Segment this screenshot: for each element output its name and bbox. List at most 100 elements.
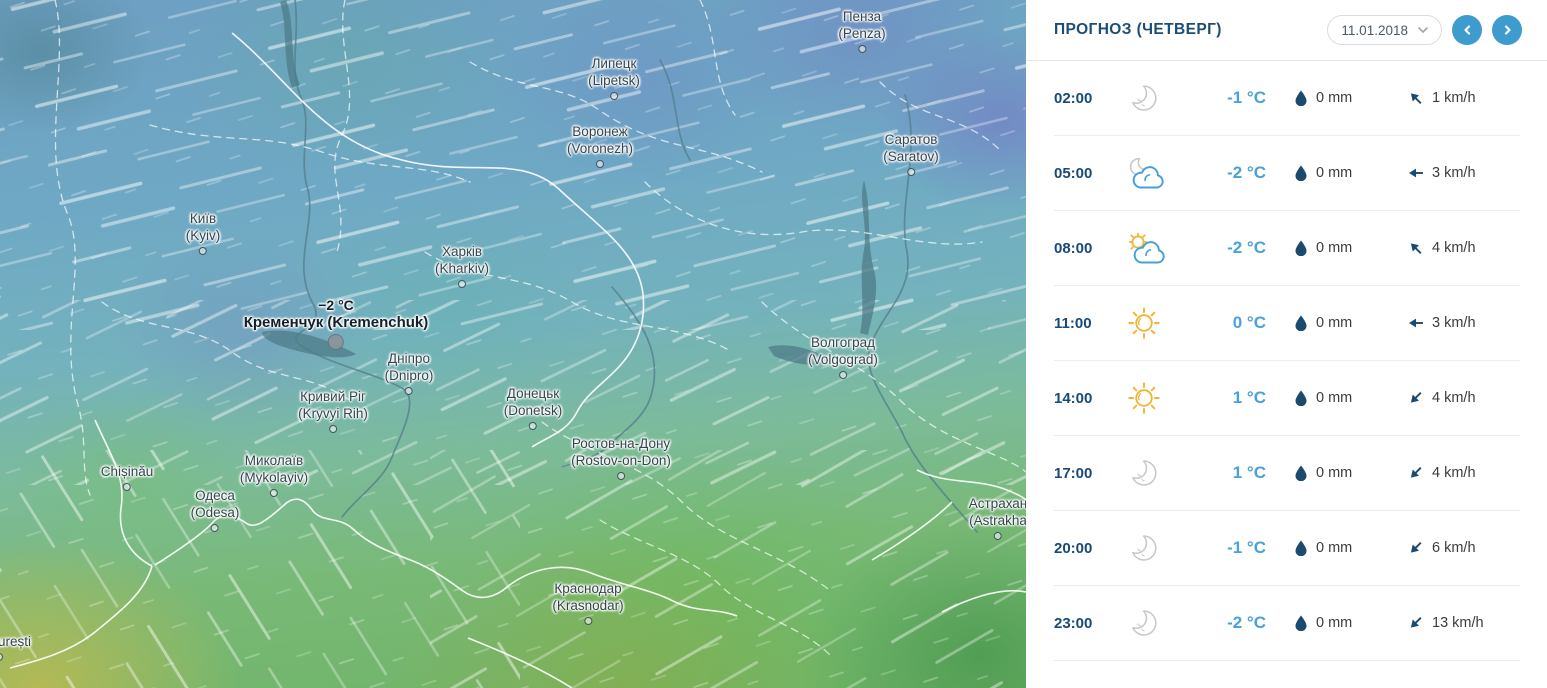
city-label-rostov[interactable]: Ростов-на-Дону (Rostov-on-Don) <box>571 435 671 480</box>
droplet-icon <box>1295 90 1307 106</box>
time-label: 05:00 <box>1054 164 1093 182</box>
city-marker-dot[interactable] <box>123 483 131 491</box>
forecast-row: 05:00 -2 °C 0 mm 3 km/h <box>1054 136 1520 211</box>
precip-value: 0 mm <box>1316 540 1353 556</box>
selected-station-marker[interactable] <box>327 334 344 350</box>
city-label-astrakhan[interactable]: Астрахан (Astrakha <box>969 495 1026 540</box>
droplet-icon <box>1295 615 1307 631</box>
city-marker-dot[interactable] <box>907 168 915 176</box>
forecast-row: 20:00 -1 °C 0 mm 6 km/h <box>1054 511 1520 586</box>
wind-speed: 4 km/h <box>1432 240 1476 256</box>
city-marker-dot[interactable] <box>993 532 1002 540</box>
city-label-dnipro[interactable]: Дніпро (Dnipro) <box>385 350 433 395</box>
next-day-button[interactable] <box>1492 15 1522 45</box>
forecast-row: 08:00 -2 °C 0 mm 4 km/h <box>1054 211 1520 286</box>
wind-direction-arrow <box>1410 467 1422 478</box>
city-marker-dot[interactable] <box>457 280 466 288</box>
temperature-value: -2 °C <box>1227 163 1266 182</box>
forecast-row: 23:00 -2 °C 0 mm 13 km/h <box>1054 586 1520 661</box>
precip-value: 0 mm <box>1316 240 1353 256</box>
city-label-krasnodar[interactable]: Краснодар (Krasnodar) <box>552 580 624 625</box>
city-marker-dot[interactable] <box>329 425 337 433</box>
wind-speed: 6 km/h <box>1432 540 1476 556</box>
forecast-panel: ПРОГНОЗ (ЧЕТВЕРГ) 11.01.2018 02:00 -1 °C… <box>1026 0 1547 688</box>
city-label-penza[interactable]: Пенза (Penza) <box>838 8 886 53</box>
forecast-title: ПРОГНОЗ (ЧЕТВЕРГ) <box>1054 21 1222 38</box>
temperature-value: -2 °C <box>1227 613 1266 632</box>
wind-speed: 3 km/h <box>1432 165 1476 181</box>
city-marker-dot[interactable] <box>269 489 278 497</box>
temperature-value: 1 °C <box>1232 388 1266 407</box>
date-picker[interactable]: 11.01.2018 <box>1327 15 1442 45</box>
droplet-icon <box>1295 240 1307 256</box>
city-marker-dot[interactable] <box>528 422 537 430</box>
city-marker-dot[interactable] <box>609 92 618 100</box>
moon-icon <box>1116 457 1172 490</box>
wind-speed: 4 km/h <box>1432 465 1476 481</box>
city-marker-dot[interactable] <box>211 524 219 532</box>
city-label-saratov[interactable]: Саратов (Saratov) <box>883 131 939 176</box>
city-marker-dot[interactable] <box>199 247 207 255</box>
city-marker-dot[interactable] <box>617 472 625 480</box>
wind-map[interactable]: Пенза (Penza) Липецк (Lipetsk) Воронеж (Vor… <box>0 0 1026 688</box>
moon-icon <box>1116 82 1172 115</box>
wind-direction-arrow <box>1409 318 1423 328</box>
precip-value: 0 mm <box>1316 390 1353 406</box>
temperature-value: 1 °C <box>1232 463 1266 482</box>
city-marker-dot[interactable] <box>595 160 604 168</box>
time-label: 23:00 <box>1054 614 1093 632</box>
temperature-value: -1 °C <box>1227 88 1266 107</box>
time-label: 14:00 <box>1054 389 1093 407</box>
time-label: 08:00 <box>1054 239 1093 257</box>
city-marker-dot[interactable] <box>858 45 866 53</box>
city-label-kharkiv[interactable]: Харків (Kharkiv) <box>435 243 489 288</box>
moon-icon <box>1116 607 1172 640</box>
time-label: 02:00 <box>1054 89 1093 107</box>
droplet-icon <box>1295 390 1307 406</box>
moon-cloud-icon <box>1116 155 1172 191</box>
city-label-kyiv[interactable]: Київ (Kyiv) <box>186 210 220 255</box>
wind-speed: 1 km/h <box>1432 90 1476 106</box>
precip-value: 0 mm <box>1316 165 1353 181</box>
city-label-voronezh[interactable]: Воронеж (Voronezh) <box>567 123 633 168</box>
date-value: 11.01.2018 <box>1341 22 1408 38</box>
city-label-volgograd[interactable]: Волгоград (Volgograd) <box>808 334 878 379</box>
forecast-row: 02:00 -1 °C 0 mm 1 km/h <box>1054 61 1520 136</box>
city-label-chisinau[interactable]: Chișinău <box>101 463 153 491</box>
wind-direction-arrow <box>1410 93 1422 104</box>
forecast-row: 17:00 1 °C 0 mm 4 km/h <box>1054 436 1520 511</box>
selected-station-label[interactable]: −2 °C Кременчук (Kremenchuk) <box>244 297 428 350</box>
forecast-header: ПРОГНОЗ (ЧЕТВЕРГ) 11.01.2018 <box>1026 0 1547 61</box>
city-marker-dot[interactable] <box>584 617 592 625</box>
chevron-right-icon <box>1504 25 1511 35</box>
city-label-mykolayiv[interactable]: Миколаїв (Mykolayiv) <box>240 452 308 497</box>
city-marker-dot[interactable] <box>838 371 847 379</box>
precip-value: 0 mm <box>1316 90 1353 106</box>
prev-day-button[interactable] <box>1452 15 1482 45</box>
droplet-icon <box>1295 465 1307 481</box>
wind-direction-arrow <box>1410 243 1422 254</box>
forecast-row: 14:00 1 °C 0 mm 4 km/h <box>1054 361 1520 436</box>
wind-direction-arrow <box>1409 168 1423 178</box>
time-label: 11:00 <box>1054 314 1092 332</box>
sun-cloud-icon <box>1116 230 1172 266</box>
city-marker-dot[interactable] <box>0 653 3 661</box>
city-label-bucuresti[interactable]: urești <box>0 633 31 661</box>
precip-value: 0 mm <box>1316 315 1353 331</box>
wind-speed: 3 km/h <box>1432 315 1476 331</box>
temperature-value: -2 °C <box>1227 238 1266 257</box>
city-label-donetsk[interactable]: Донецьк (Donetsk) <box>504 385 562 430</box>
city-label-kryvyi-rih[interactable]: Кривий Ріг (Kryvyi Rih) <box>298 388 368 433</box>
temperature-value: -1 °C <box>1227 538 1266 557</box>
wind-speed: 13 km/h <box>1432 615 1484 631</box>
region-borders <box>54 0 1026 656</box>
city-label-lipetsk[interactable]: Липецк (Lipetsk) <box>588 55 640 100</box>
sun-icon <box>1116 379 1172 417</box>
city-label-odesa[interactable]: Одеса (Odesa) <box>191 487 239 532</box>
city-marker-dot[interactable] <box>404 387 413 395</box>
wind-speed: 4 km/h <box>1432 390 1476 406</box>
time-label: 17:00 <box>1054 464 1093 482</box>
wind-direction-arrow <box>1410 617 1422 628</box>
sun-icon <box>1116 304 1172 342</box>
